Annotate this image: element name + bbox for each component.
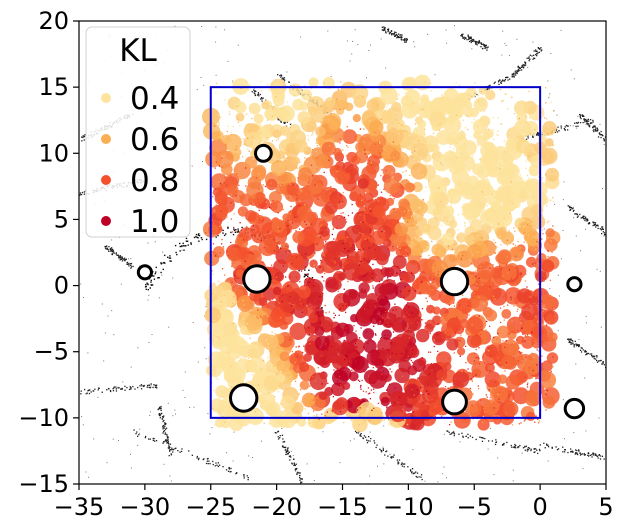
legend-box [85, 26, 191, 238]
y-tick-label: −10 [18, 404, 69, 432]
axes: −35 −30 −25 −20 −15 −10 −5 0 5 −15 −10 −5 0 5 10 15 20 [18, 7, 613, 521]
x-tick-label: −35 [54, 493, 105, 521]
obstacle-5 [136, 264, 153, 281]
x-tick-label: 5 [598, 493, 613, 521]
region-box [209, 86, 542, 419]
obstacle-4 [563, 397, 586, 420]
x-tick-label: −25 [185, 493, 236, 521]
obstacle-6 [254, 143, 273, 163]
obstacle-3 [441, 388, 468, 416]
legend-marker [101, 93, 111, 103]
legend-title: KL [119, 33, 157, 69]
legend-marker [101, 134, 111, 144]
legend-marker [101, 175, 111, 185]
obstacle-1 [439, 266, 470, 297]
obstacle-7 [566, 276, 583, 293]
x-tick-label: −15 [317, 493, 368, 521]
legend-label: 1.0 [130, 204, 179, 240]
y-tick-label: 0 [54, 272, 69, 300]
obstacle-0 [242, 264, 272, 294]
legend-marker [101, 216, 111, 226]
legend-label: 0.8 [130, 163, 179, 199]
y-tick-label: −5 [34, 338, 69, 366]
y-tick-label: 10 [38, 139, 69, 167]
legend-label: 0.6 [130, 122, 179, 158]
x-tick-label: −20 [251, 493, 302, 521]
y-tick-label: −15 [18, 470, 69, 498]
x-tick-label: 0 [532, 493, 547, 521]
obstacle-2 [229, 383, 259, 413]
x-tick-label: −10 [383, 493, 434, 521]
legend-label: 0.4 [130, 81, 179, 117]
x-tick-label: −30 [120, 493, 171, 521]
y-tick-label: 5 [54, 205, 69, 233]
kl-points-layer [202, 74, 561, 433]
y-tick-label: 20 [38, 7, 69, 35]
obstacle-layer [136, 143, 586, 420]
y-tick-label: 15 [38, 73, 69, 101]
x-tick-label: −5 [457, 493, 492, 521]
legend: KL 0.4 0.6 0.8 1.0 [85, 26, 191, 240]
